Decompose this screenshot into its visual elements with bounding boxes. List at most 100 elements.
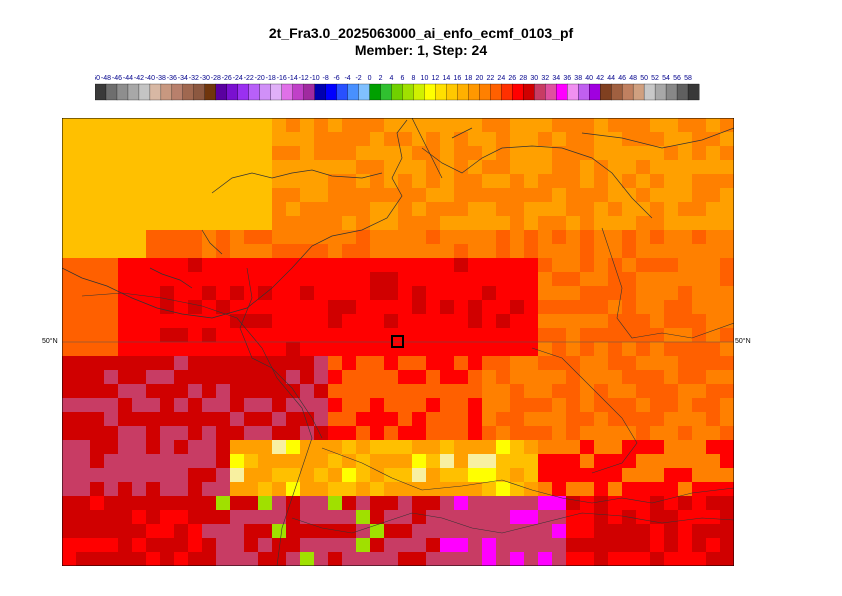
temperature-cell [300,258,315,273]
temperature-cell [706,300,721,315]
temperature-cell [594,412,609,427]
temperature-cell [132,370,147,385]
temperature-cell [720,552,734,566]
temperature-cell [678,286,693,301]
temperature-cell [244,258,259,273]
temperature-cell [706,454,721,469]
temperature-cell [132,440,147,455]
colorbar-tick-label: -24 [233,75,243,82]
temperature-cell [412,118,427,133]
temperature-cell [356,258,371,273]
temperature-cell [272,342,287,357]
temperature-cell [188,454,203,469]
temperature-cell [608,328,623,343]
temperature-cell [524,160,539,175]
temperature-cell [104,370,119,385]
temperature-cell [104,146,119,161]
temperature-cell [62,496,77,511]
temperature-cell [160,132,175,147]
temperature-cell [468,552,483,566]
temperature-cell [62,146,77,161]
temperature-cell [160,468,175,483]
temperature-cell [146,132,161,147]
temperature-cell [342,496,357,511]
temperature-cell [426,244,441,259]
temperature-cell [650,412,665,427]
temperature-cell [678,440,693,455]
temperature-cell [426,258,441,273]
temperature-cell [62,412,77,427]
temperature-cell [342,440,357,455]
temperature-cell [230,328,245,343]
temperature-cell [412,202,427,217]
temperature-cell [594,244,609,259]
temperature-cell [328,118,343,133]
temperature-cell [468,454,483,469]
temperature-cell [440,552,455,566]
temperature-cell [636,300,651,315]
temperature-cell [412,370,427,385]
temperature-cell [244,398,259,413]
temperature-cell [160,258,175,273]
temperature-cell [510,314,525,329]
temperature-cell [160,160,175,175]
temperature-cell [160,524,175,539]
temperature-cell [496,482,511,497]
temperature-cell [356,328,371,343]
temperature-cell [636,552,651,566]
temperature-cell [496,146,511,161]
temperature-cell [482,258,497,273]
temperature-cell [160,454,175,469]
temperature-cell [496,300,511,315]
temperature-cell [636,454,651,469]
temperature-cell [62,314,77,329]
temperature-cell [440,174,455,189]
temperature-cell [580,146,595,161]
temperature-cell [76,286,91,301]
temperature-cell [678,454,693,469]
colorbar-swatch [270,83,283,101]
temperature-cell [580,384,595,399]
temperature-cell [244,370,259,385]
temperature-cell [524,384,539,399]
temperature-cell [440,538,455,553]
temperature-cell [496,328,511,343]
temperature-cell [440,202,455,217]
border-de-east [601,227,734,339]
temperature-cell [132,552,147,566]
temperature-cell [692,468,707,483]
temperature-cell [62,370,77,385]
temperature-cell [706,272,721,287]
temperature-cell [650,118,665,133]
colorbar-swatch [182,83,195,101]
temperature-cell [202,524,217,539]
temperature-cell [440,286,455,301]
temperature-cell [398,370,413,385]
temperature-cell [132,300,147,315]
temperature-cell [594,258,609,273]
temperature-cell [664,398,679,413]
temperature-cell [356,230,371,245]
temperature-cell [454,244,469,259]
temperature-cell [62,216,77,231]
colorbar-swatch [545,83,557,101]
temperature-cell [258,356,273,371]
temperature-cell [118,160,133,175]
temperature-cell [258,160,273,175]
temperature-cell [524,538,539,553]
temperature-cell [272,468,287,483]
temperature-cell [286,328,301,343]
colorbar-swatch [226,83,239,101]
temperature-cell [342,342,357,357]
temperature-cell [664,440,679,455]
temperature-cell [272,510,287,525]
temperature-cell [286,342,301,357]
temperature-cell [286,174,301,189]
temperature-cell [678,384,693,399]
temperature-cell [118,468,133,483]
temperature-cell [664,370,679,385]
temperature-cell [132,286,147,301]
temperature-cell [580,496,595,511]
temperature-cell [230,244,245,259]
temperature-cell [216,496,231,511]
